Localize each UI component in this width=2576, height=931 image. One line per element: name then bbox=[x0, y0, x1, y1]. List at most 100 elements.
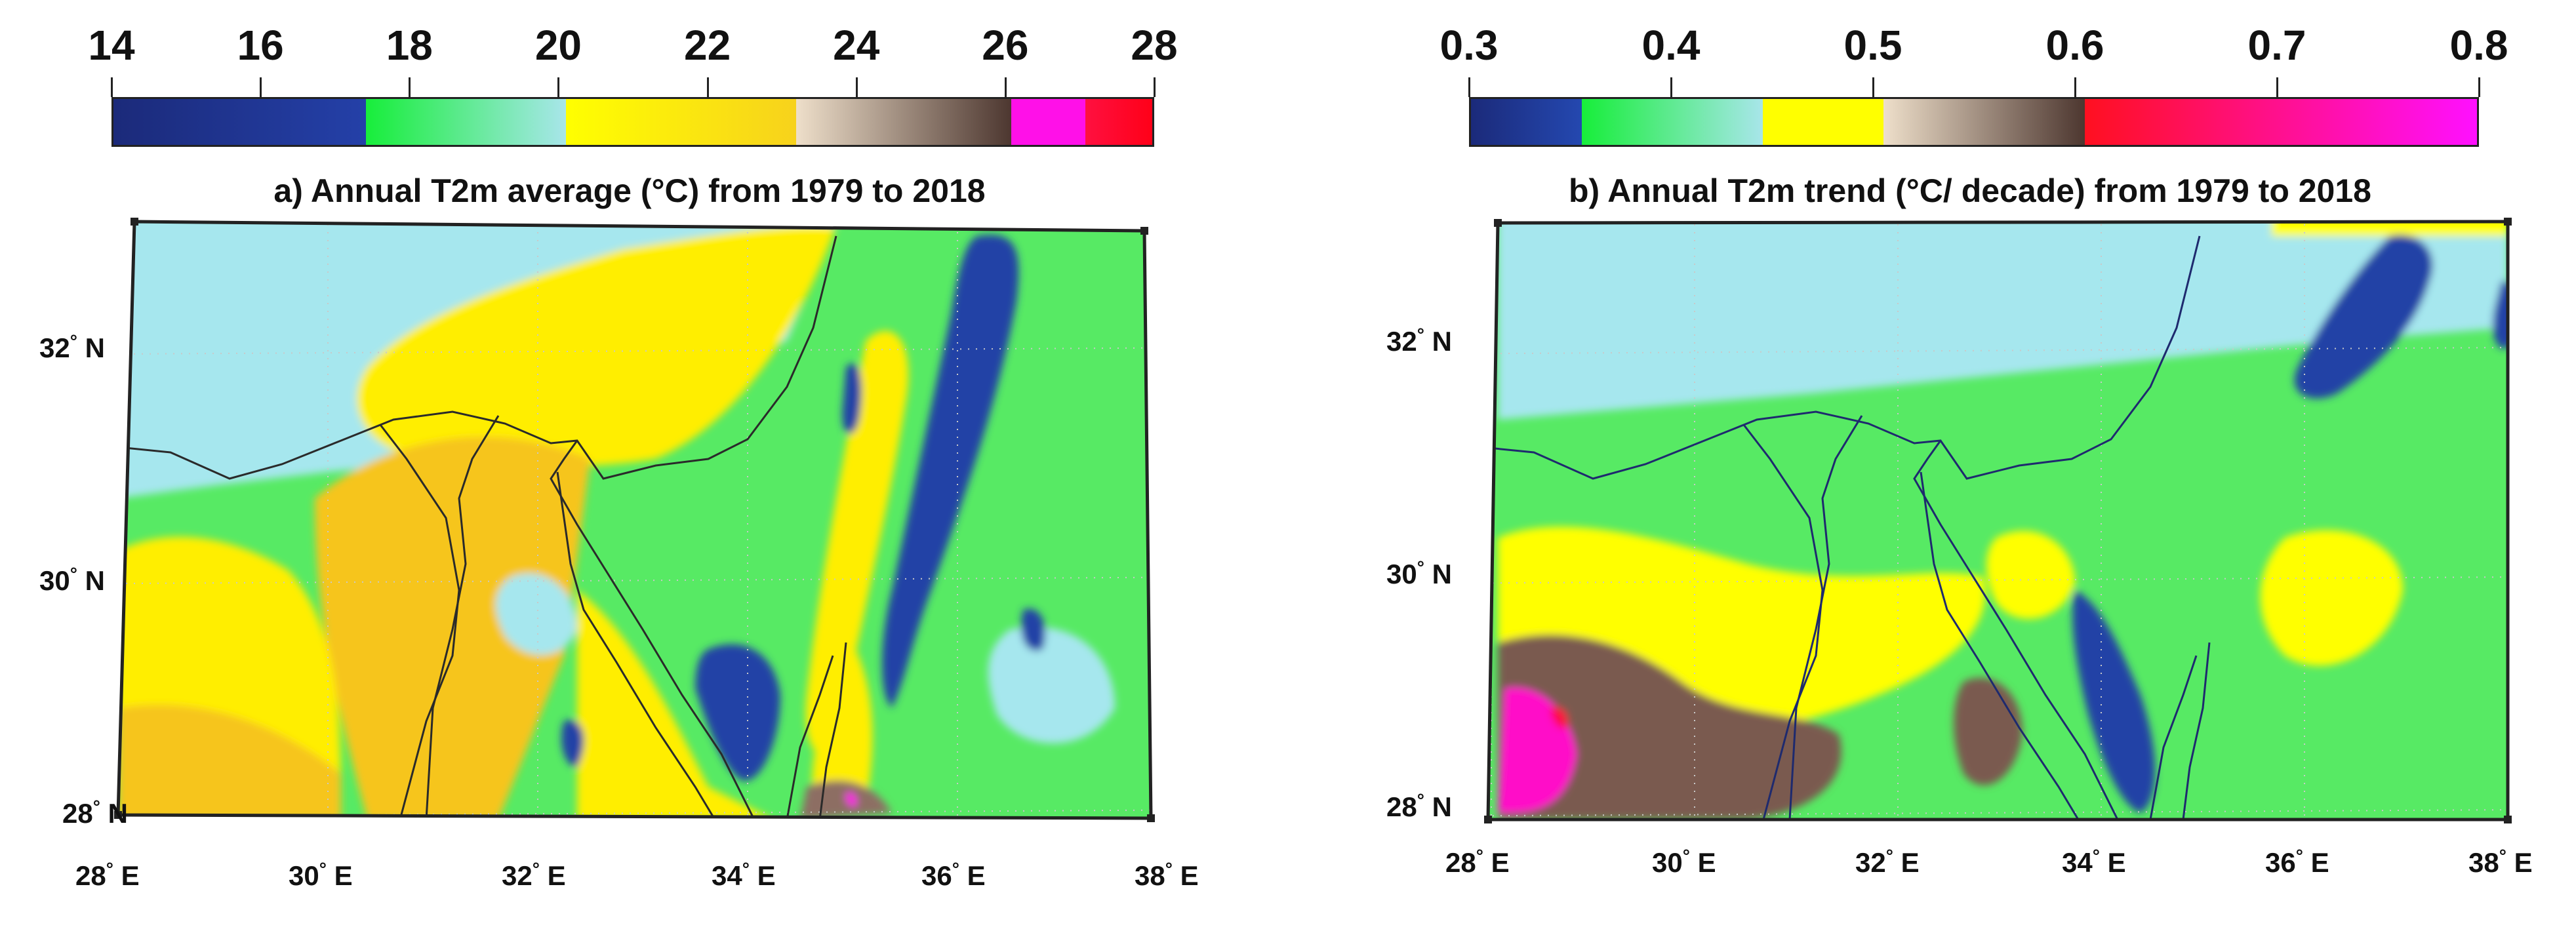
longitude-label: 36° E bbox=[921, 859, 986, 891]
gulf-of-aqaba-west bbox=[786, 655, 834, 818]
colorbar-tick-label: 28 bbox=[1131, 22, 1178, 69]
longitude-label: 34° E bbox=[2062, 846, 2126, 878]
colorbar-segment bbox=[365, 99, 567, 145]
field-region-magenta bbox=[845, 792, 857, 807]
colorbar-segment bbox=[113, 99, 366, 145]
frame-corner bbox=[2504, 816, 2512, 823]
coastline-north bbox=[1488, 235, 2201, 480]
colorbar-tick-mark bbox=[2276, 77, 2278, 97]
colorbar-tick-mark bbox=[1670, 77, 1672, 97]
borders bbox=[118, 235, 847, 818]
colorbar-segment bbox=[1085, 99, 1152, 145]
latitude-label: 32° N bbox=[39, 331, 105, 363]
colorbar-tick-label: 0.5 bbox=[1843, 22, 1902, 69]
longitude-label: 32° E bbox=[502, 859, 566, 891]
longitude-label: 32° E bbox=[1855, 846, 1920, 878]
colorbar-tick-label: 18 bbox=[386, 22, 433, 69]
colorbar-tick-label: 24 bbox=[833, 22, 880, 69]
colorbar-tick-mark bbox=[855, 77, 858, 97]
field-region-hot-strip bbox=[805, 330, 909, 755]
borders bbox=[1488, 235, 2211, 820]
colorbar-tick-mark bbox=[1872, 77, 1874, 97]
longitude-label: 28° E bbox=[75, 859, 140, 891]
frame-corner bbox=[1140, 227, 1148, 235]
colorbar-tick-label: 16 bbox=[237, 22, 284, 69]
colorbar-tick-mark bbox=[1468, 77, 1470, 97]
field-region-coastal bbox=[1498, 222, 2508, 420]
field-region-cold-spot-3 bbox=[561, 720, 584, 767]
longitude-label: 36° E bbox=[2265, 846, 2329, 878]
field-region-cool-east bbox=[988, 627, 1115, 743]
field-region-cold-spot bbox=[842, 363, 862, 434]
map-title-a: a) Annual T2m average (°C) from 1979 to … bbox=[273, 172, 986, 209]
longitude-label: 34° E bbox=[712, 859, 776, 891]
latitude-label: 28° N bbox=[1386, 790, 1452, 822]
colorbar-tick-mark bbox=[557, 77, 560, 97]
gulf-of-aqaba-west bbox=[2149, 655, 2198, 820]
coastline-north bbox=[118, 235, 837, 480]
latitude-label: 32° N bbox=[1386, 325, 1452, 357]
colorbar-segment bbox=[1581, 99, 1763, 145]
river-nile-east bbox=[425, 415, 500, 818]
frame-corner bbox=[1494, 219, 1502, 227]
colorbar-tick-label: 0.6 bbox=[2045, 22, 2104, 69]
field-region-hot-pocket bbox=[1986, 530, 2075, 619]
longitude-label: 38° E bbox=[2468, 846, 2533, 878]
longitude-label: 30° E bbox=[289, 859, 353, 891]
latitude-label: 30° N bbox=[1386, 557, 1452, 589]
field-region-cool-pocket bbox=[496, 573, 577, 655]
frame-corner bbox=[1147, 814, 1155, 822]
map-title-b: b) Annual T2m trend (°C/ decade) from 19… bbox=[1569, 172, 2371, 209]
longitude-label: 38° E bbox=[1135, 859, 1199, 891]
colorbar-tick-label: 26 bbox=[982, 22, 1029, 69]
colorbar-tick-label: 0.7 bbox=[2247, 22, 2306, 69]
field-region-hot-sinai-south bbox=[577, 590, 774, 818]
river-nile-west bbox=[379, 424, 460, 818]
field-region-red bbox=[1550, 707, 1568, 728]
field-region-cold-gulf bbox=[2072, 590, 2156, 813]
colorbar-tick-mark bbox=[2478, 77, 2480, 97]
colorbar-tick-label: 0.8 bbox=[2449, 22, 2508, 69]
river-nile-west bbox=[1742, 424, 1824, 820]
colorbar-tick-label: 0.4 bbox=[1641, 22, 1701, 69]
field-region-hot-gulf bbox=[812, 643, 873, 813]
panel-b: 0.3 0.4 0.5 0.6 0.7 0.8 b) Annual T2m trend (… bbox=[1288, 0, 2576, 931]
longitude-label: 30° E bbox=[1652, 846, 1716, 878]
colorbar-segment bbox=[1762, 99, 1883, 145]
field-region-cold-jordan bbox=[882, 235, 1019, 709]
field-region-cold-spot-2 bbox=[1021, 608, 1045, 651]
field-region-cold-sinai bbox=[695, 644, 780, 781]
map-field bbox=[1488, 222, 2508, 820]
map-field bbox=[118, 222, 1151, 818]
colorbar-tick-label: 22 bbox=[683, 22, 731, 69]
colorbar-segment bbox=[1883, 99, 2085, 145]
map-b bbox=[1484, 218, 2512, 823]
colorbar-b bbox=[1469, 97, 2479, 147]
colorbar-tick-label: 0.3 bbox=[1439, 22, 1499, 69]
latitude-label: 28° N bbox=[62, 797, 128, 829]
gulf-of-suez-east bbox=[1920, 471, 2080, 820]
field-region-cold-ne bbox=[2294, 235, 2433, 399]
colorbar-tick-label: 14 bbox=[88, 22, 135, 69]
gulf-of-suez-east bbox=[556, 471, 716, 818]
field-region-hot bbox=[357, 226, 836, 467]
colorbar-tick-mark bbox=[111, 77, 113, 97]
field-region-cold-ne-2 bbox=[2493, 281, 2508, 349]
map-a bbox=[114, 218, 1155, 822]
frame-corner bbox=[114, 811, 122, 819]
colorbar-tick-mark bbox=[409, 77, 411, 97]
longitude-label: 28° E bbox=[1445, 846, 1510, 878]
gulf-of-aqaba-east bbox=[2182, 642, 2211, 820]
field-region-hot-sw bbox=[118, 704, 341, 818]
field-region-brown-sw bbox=[1498, 635, 1841, 820]
colorbar-tick-mark bbox=[1154, 77, 1156, 97]
colorbar-segment bbox=[2084, 99, 2477, 145]
colorbar-tick-mark bbox=[2074, 77, 2076, 97]
frame-corner bbox=[131, 218, 138, 226]
latitude-label: 30° N bbox=[39, 564, 105, 596]
gulf-of-aqaba-east bbox=[818, 642, 847, 818]
colorbar-tick-mark bbox=[260, 77, 262, 97]
colorbar-tick-label: 20 bbox=[534, 22, 582, 69]
colorbar-segment bbox=[795, 99, 1011, 145]
colorbar-tick-mark bbox=[1004, 77, 1007, 97]
